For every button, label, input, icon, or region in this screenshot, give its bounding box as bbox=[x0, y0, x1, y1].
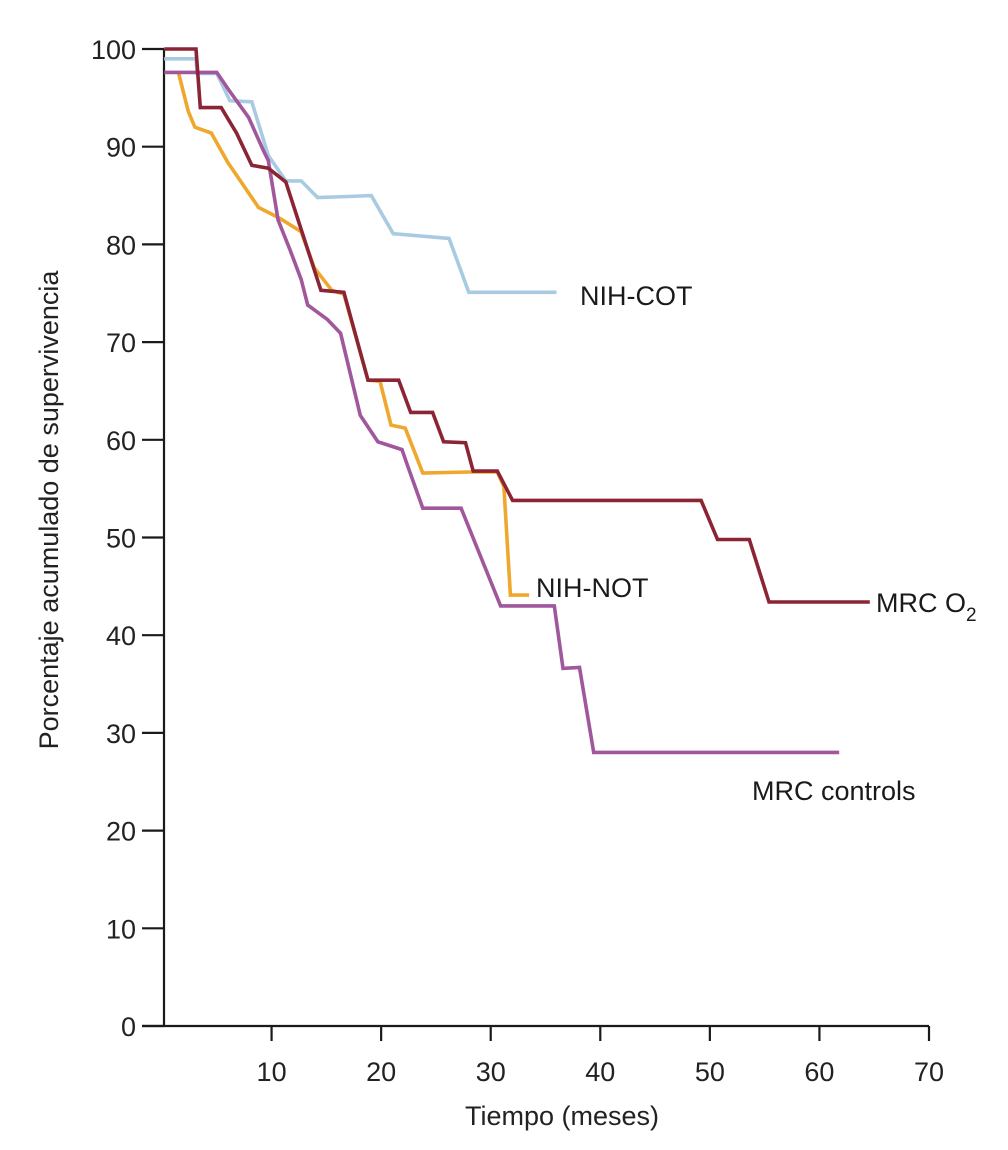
y-tick-label: 20 bbox=[106, 817, 136, 847]
series-group bbox=[164, 47, 870, 755]
x-tick-label: 40 bbox=[585, 1057, 615, 1087]
series-label-mrc-controls: MRC controls bbox=[752, 776, 916, 806]
series-label-mrc-o2: MRC O2 bbox=[876, 588, 977, 626]
y-tick-label: 50 bbox=[106, 524, 136, 554]
x-tick-label: 20 bbox=[366, 1057, 396, 1087]
y-tick-label: 30 bbox=[106, 719, 136, 749]
y-axis-title: Porcentaje acumulado de supervivencia bbox=[34, 270, 64, 750]
x-ticks: 10 20 30 40 50 60 70 bbox=[257, 1026, 944, 1087]
axes: 0 10 20 30 40 50 60 70 80 90 100 10 20 30 40 50 60 70 bbox=[91, 35, 944, 1087]
x-tick-label: 10 bbox=[257, 1057, 287, 1087]
series-line-nih-cot bbox=[164, 56, 557, 295]
series-line-mrc-controls bbox=[164, 70, 840, 755]
y-tick-label: 100 bbox=[91, 35, 136, 65]
y-tick-label: 90 bbox=[106, 133, 136, 163]
y-tick-label: 70 bbox=[106, 328, 136, 358]
series-line-mrc-o2 bbox=[164, 47, 870, 604]
series-label-nih-cot: NIH-COT bbox=[580, 281, 692, 311]
x-tick-label: 60 bbox=[804, 1057, 834, 1087]
x-tick-label: 50 bbox=[695, 1057, 725, 1087]
y-tick-label: 60 bbox=[106, 426, 136, 456]
x-tick-label: 30 bbox=[476, 1057, 506, 1087]
series-label-nih-not: NIH-NOT bbox=[536, 573, 648, 603]
y-tick-label: 80 bbox=[106, 230, 136, 260]
series-label-mrc-o2-main: MRC O bbox=[876, 588, 966, 618]
y-tick-label: 10 bbox=[106, 914, 136, 944]
y-tick-label: 40 bbox=[106, 621, 136, 651]
y-tick-label: 0 bbox=[121, 1012, 136, 1042]
series-labels: NIH-COT MRC O2 NIH-NOT MRC controls bbox=[536, 281, 977, 806]
x-tick-label: 70 bbox=[914, 1057, 944, 1087]
y-ticks: 0 10 20 30 40 50 60 70 80 90 100 bbox=[91, 35, 164, 1042]
x-axis-title: Tiempo (meses) bbox=[465, 1101, 659, 1131]
series-label-mrc-o2-subscript: 2 bbox=[966, 605, 977, 626]
